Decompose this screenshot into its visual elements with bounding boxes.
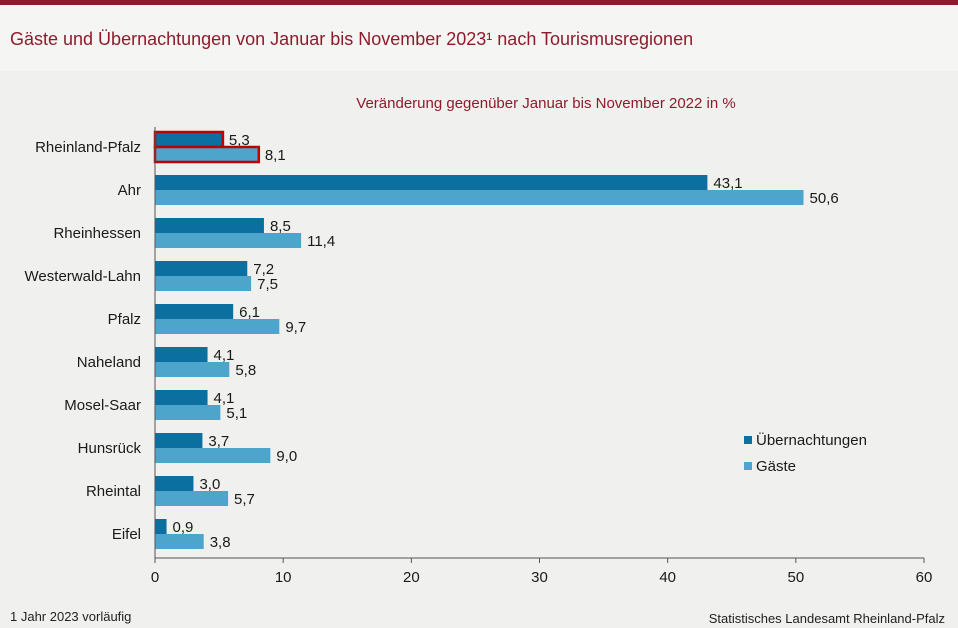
category-label-westerwald-lahn: Westerwald-Lahn — [25, 268, 141, 285]
legend: Übernachtungen Gäste — [744, 431, 867, 475]
data-label-gaeste-eifel: 3,8 — [210, 534, 231, 551]
category-label-mosel-saar: Mosel-Saar — [64, 397, 141, 414]
data-label-gaeste-naheland: 5,8 — [235, 362, 256, 379]
data-label-uebernachtungen-pfalz: 6,1 — [239, 304, 260, 321]
category-label-rheinhessen: Rheinhessen — [53, 225, 141, 242]
category-label-rheinland-pfalz: Rheinland-Pfalz — [35, 139, 141, 156]
data-label-uebernachtungen-naheland: 4,1 — [214, 347, 235, 364]
bar-uebernachtungen-rheintal — [155, 476, 194, 491]
legend-swatch-gaeste — [744, 462, 752, 470]
bar-uebernachtungen-rheinland-pfalz — [153, 130, 225, 149]
legend-swatch-uebernachtungen — [744, 436, 752, 444]
x-axis: 0 10 20 30 40 50 60 — [151, 127, 933, 586]
data-label-uebernachtungen-rheinland-pfalz: 5,3 — [229, 132, 250, 149]
legend-label-uebernachtungen: Übernachtungen — [756, 431, 867, 449]
bar-uebernachtungen-pfalz — [155, 304, 234, 319]
header: Gäste und Übernachtungen von Januar bis … — [0, 5, 958, 71]
x-tick-label-40: 40 — [659, 569, 676, 586]
bar-uebernachtungen-ahr — [155, 175, 708, 190]
category-label-hunsrueck: Hunsrück — [78, 440, 142, 457]
bar-uebernachtungen-rheinhessen — [155, 218, 264, 233]
bars-group: Rheinland-Pfalz 5,3 8,1 Ahr 43,1 50,6 Rheinhes… — [25, 130, 839, 551]
bar-uebernachtungen-naheland — [155, 347, 208, 362]
bar-gaeste-naheland — [155, 362, 230, 377]
page-title: Gäste und Übernachtungen von Januar bis … — [10, 29, 694, 49]
data-label-uebernachtungen-eifel: 0,9 — [173, 519, 194, 536]
bar-gaeste-rheintal — [155, 491, 229, 506]
bar-uebernachtungen-mosel-saar — [155, 390, 208, 405]
x-tick-label-0: 0 — [151, 569, 159, 586]
data-label-uebernachtungen-rheinhessen: 8,5 — [270, 218, 291, 235]
bar-uebernachtungen-westerwald-lahn — [155, 261, 248, 276]
data-label-gaeste-rheintal: 5,7 — [234, 491, 255, 508]
bar-gaeste-rheinland-pfalz — [153, 145, 261, 164]
source-note: Statistisches Landesamt Rheinland-Pfalz — [708, 611, 945, 626]
data-label-gaeste-mosel-saar: 5,1 — [226, 405, 247, 422]
bar-gaeste-westerwald-lahn — [155, 276, 252, 291]
data-label-uebernachtungen-westerwald-lahn: 7,2 — [253, 261, 274, 278]
category-label-naheland: Naheland — [77, 354, 141, 371]
bar-gaeste-pfalz — [155, 319, 280, 334]
data-label-uebernachtungen-mosel-saar: 4,1 — [214, 390, 235, 407]
data-label-gaeste-westerwald-lahn: 7,5 — [257, 276, 278, 293]
legend-label-gaeste: Gäste — [756, 458, 796, 475]
bar-uebernachtungen-hunsrueck — [155, 433, 203, 448]
category-label-eifel: Eifel — [112, 526, 141, 543]
data-label-gaeste-ahr: 50,6 — [810, 190, 839, 207]
data-label-uebernachtungen-rheintal: 3,0 — [199, 476, 220, 493]
footnote: 1 Jahr 2023 vorläufig — [10, 609, 132, 624]
data-label-gaeste-hunsrueck: 9,0 — [276, 448, 297, 465]
x-tick-label-50: 50 — [787, 569, 804, 586]
top-accent-bar — [0, 0, 958, 5]
x-tick-label-20: 20 — [403, 569, 420, 586]
data-label-uebernachtungen-hunsrueck: 3,7 — [208, 433, 229, 450]
category-label-ahr: Ahr — [118, 182, 141, 199]
x-tick-label-60: 60 — [916, 569, 933, 586]
bar-gaeste-eifel — [155, 534, 204, 549]
bar-gaeste-hunsrueck — [155, 448, 271, 463]
bar-uebernachtungen-eifel — [155, 519, 167, 534]
data-label-gaeste-rheinhessen: 11,4 — [307, 233, 335, 250]
data-label-gaeste-rheinland-pfalz: 8,1 — [265, 147, 286, 164]
category-label-pfalz: Pfalz — [108, 311, 141, 328]
x-tick-label-10: 10 — [275, 569, 292, 586]
data-label-uebernachtungen-ahr: 43,1 — [713, 175, 742, 192]
chart-title: Veränderung gegenüber Januar bis Novembe… — [356, 95, 735, 112]
bar-gaeste-ahr — [155, 190, 804, 205]
data-label-gaeste-pfalz: 9,7 — [285, 319, 306, 336]
x-tick-label-30: 30 — [531, 569, 548, 586]
bar-gaeste-mosel-saar — [155, 405, 221, 420]
bar-gaeste-rheinhessen — [155, 233, 302, 248]
category-label-rheintal: Rheintal — [86, 483, 141, 500]
